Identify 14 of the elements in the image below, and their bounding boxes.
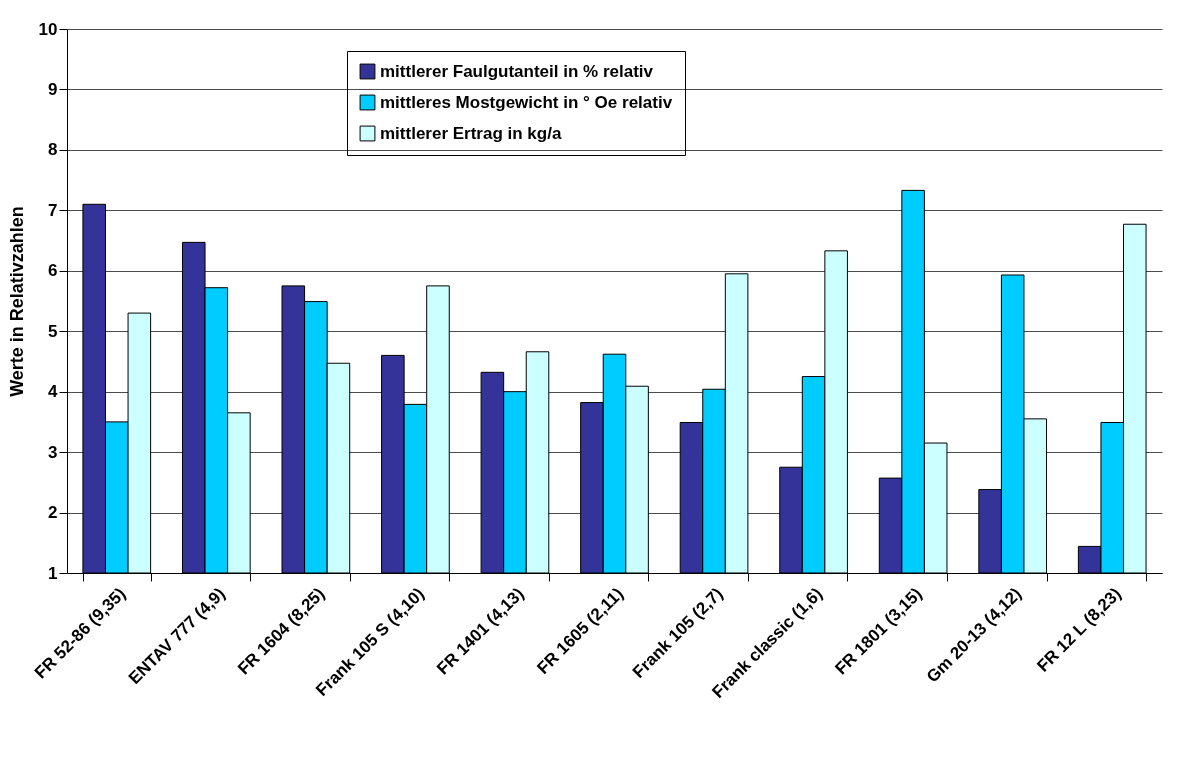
y-tick-label: 4 (48, 382, 59, 402)
y-tick-label: 7 (48, 200, 58, 220)
legend-label: mittlerer Faulgutanteil in % relativ (380, 61, 654, 81)
legend-label: mittleres Mostgewicht in ° Oe relativ (380, 92, 673, 112)
y-tick-label: 2 (48, 503, 58, 523)
legend-label: mittlerer Ertrag in kg/a (380, 123, 562, 143)
y-axis-title: Werte in Relativzahlen (6, 206, 27, 397)
y-tick-label: 8 (48, 140, 58, 160)
y-tick-label: 3 (48, 442, 58, 462)
y-tick-label: 1 (48, 563, 58, 583)
y-tick-label: 5 (48, 321, 58, 341)
y-tick-label: 10 (38, 19, 58, 39)
y-tick-label: 9 (48, 79, 58, 99)
y-tick-label: 6 (48, 261, 58, 281)
